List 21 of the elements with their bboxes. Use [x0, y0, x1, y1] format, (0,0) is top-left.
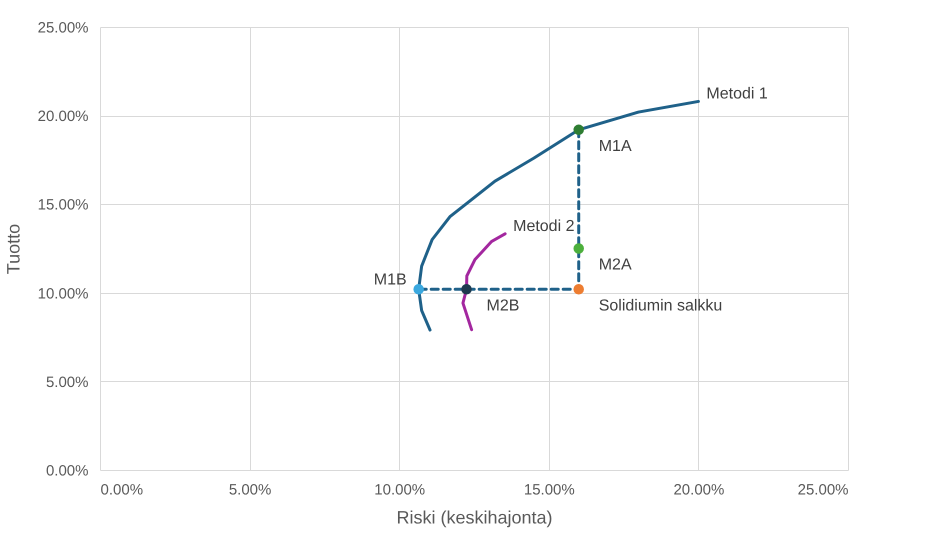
x-tick-label: 20.00% — [673, 482, 724, 498]
y-axis-title: Tuotto — [4, 224, 24, 274]
x-tick-label: 15.00% — [524, 482, 575, 498]
y-tick-label: 10.00% — [38, 285, 88, 302]
x-tick-label: 10.00% — [374, 482, 426, 498]
series-label: Solidiumin salkku — [598, 297, 722, 314]
series-label: M2B — [486, 297, 520, 314]
series-label: M1A — [598, 138, 632, 155]
y-tick-label: 20.00% — [38, 108, 88, 126]
x-tick-label: 25.00% — [798, 482, 848, 498]
series-label: M1B — [374, 271, 407, 288]
series-label: Metodi 1 — [706, 85, 768, 102]
y-tick-label: 25.00% — [38, 20, 88, 36]
series-label: M2A — [598, 256, 632, 274]
x-axis-title: Riski (keskihajonta) — [396, 508, 553, 528]
series-label: Metodi 2 — [513, 218, 575, 235]
y-tick-label: 5.00% — [46, 374, 88, 391]
x-tick-label: 0.00% — [100, 482, 144, 498]
x-tick-label: 5.00% — [228, 482, 272, 498]
y-tick-label: 15.00% — [38, 196, 88, 214]
y-tick-label: 0.00% — [46, 462, 88, 480]
